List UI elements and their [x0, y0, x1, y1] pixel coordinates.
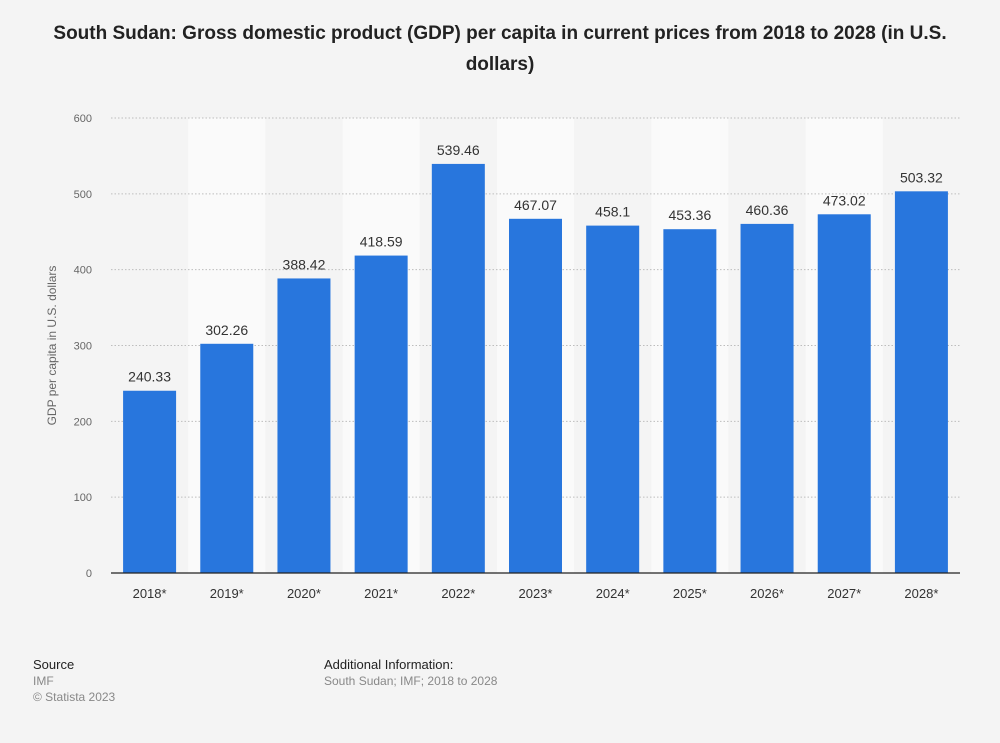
data-label: 473.02	[823, 192, 866, 208]
bar	[817, 214, 871, 574]
x-tick-label: 2028*	[904, 586, 938, 601]
info-text: South Sudan; IMF; 2018 to 2028	[324, 674, 498, 688]
y-tick-label: 600	[74, 113, 92, 125]
data-label: 503.32	[900, 169, 943, 185]
info-heading: Additional Information:	[324, 657, 454, 672]
y-tick-label: 200	[74, 416, 92, 428]
x-tick-label: 2027*	[827, 586, 861, 601]
data-label: 467.07	[514, 197, 557, 213]
x-tick-label: 2026*	[750, 586, 784, 601]
y-tick-label: 100	[74, 492, 92, 504]
x-tick-label: 2024*	[596, 586, 630, 601]
data-label: 302.26	[205, 322, 248, 338]
x-tick-label: 2019*	[210, 586, 244, 601]
source-heading: Source	[33, 657, 75, 672]
bar	[509, 218, 562, 574]
data-label: 240.33	[128, 369, 171, 385]
bar	[200, 343, 254, 573]
x-tick-label: 2018*	[133, 586, 167, 601]
x-tick-label: 2021*	[364, 586, 398, 601]
x-tick-label: 2025*	[673, 586, 707, 601]
bar	[431, 163, 485, 574]
data-label: 539.46	[437, 142, 480, 158]
data-label: 418.59	[360, 234, 403, 250]
info-block: Additional Information: South Sudan; IMF…	[324, 657, 497, 689]
source-block: Source IMF © Statista 2023	[33, 657, 115, 705]
y-axis-title: GDP per capita in U.S. dollars	[45, 266, 59, 426]
y-tick-label: 0	[86, 568, 92, 580]
data-label: 458.1	[595, 204, 630, 220]
y-tick-label: 400	[74, 265, 92, 277]
data-label: 388.42	[283, 256, 326, 272]
data-label: 460.36	[746, 202, 789, 218]
x-tick-label: 2022*	[441, 586, 475, 601]
bar	[740, 223, 794, 573]
y-tick-label: 300	[74, 341, 92, 353]
y-tick-label: 500	[74, 189, 92, 201]
source-line-2: © Statista 2023	[33, 690, 116, 704]
bar	[663, 229, 717, 573]
source-line-1: IMF	[33, 674, 54, 688]
bar	[586, 225, 640, 574]
bar	[354, 255, 408, 573]
chart-title: South Sudan: Gross domestic product (GDP…	[53, 23, 947, 75]
data-label: 453.36	[668, 207, 711, 223]
x-tick-label: 2020*	[287, 586, 321, 601]
x-tick-label: 2023*	[519, 586, 553, 601]
bar	[894, 191, 948, 573]
bar	[123, 390, 177, 573]
bar	[277, 278, 331, 573]
